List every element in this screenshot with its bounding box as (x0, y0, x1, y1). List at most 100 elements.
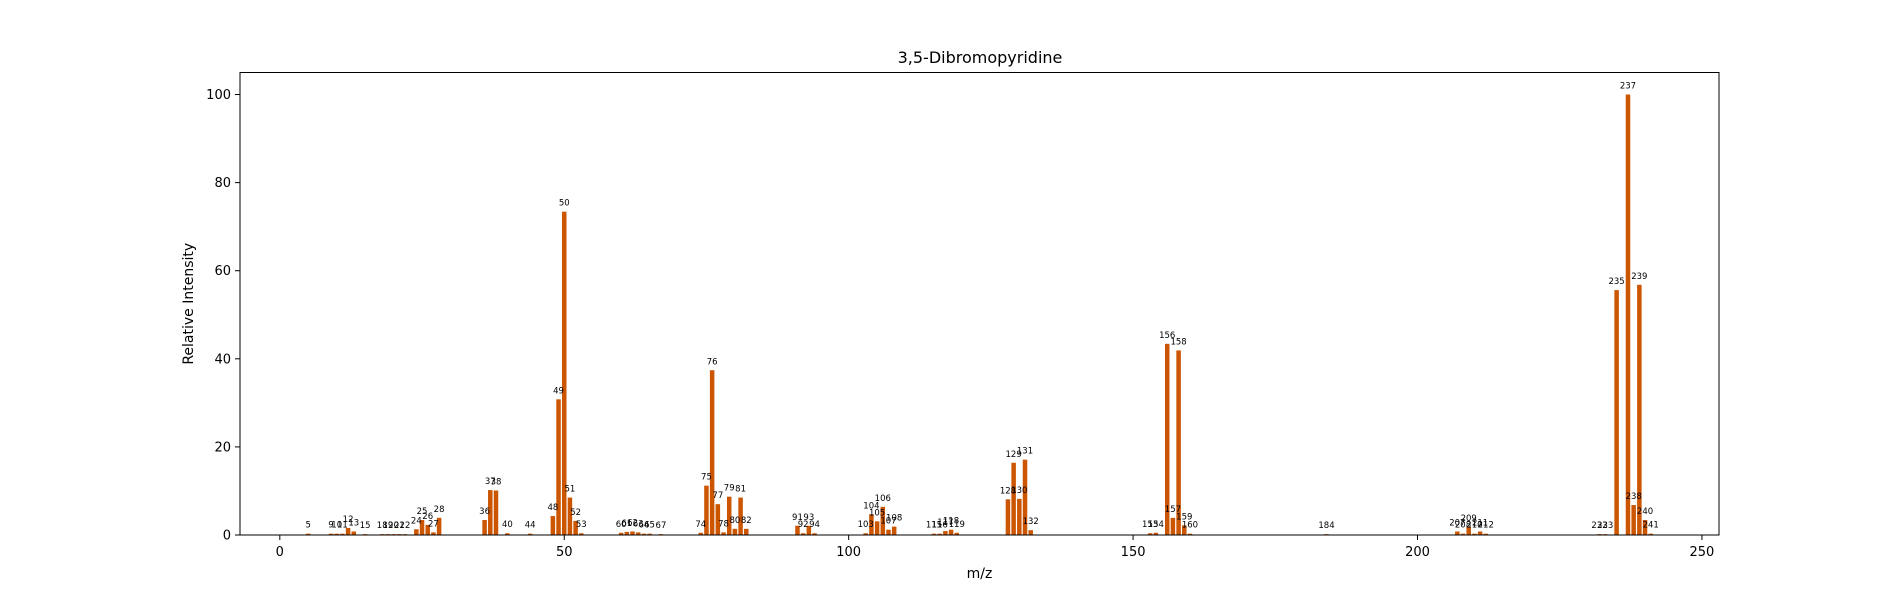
peak-label-mz-53: 53 (576, 520, 587, 530)
peak-label-mz-5: 5 (306, 521, 311, 531)
peak-label-mz-80: 80 (729, 516, 740, 526)
bar-mz-119 (954, 532, 959, 535)
peak-label-mz-63: 63 (633, 519, 644, 529)
bar-mz-9 (328, 533, 334, 535)
bar-mz-103 (863, 533, 868, 535)
peak-label-mz-20: 20 (388, 521, 399, 531)
peak-label-mz-119: 119 (949, 520, 965, 530)
peak-label-mz-18: 18 (377, 521, 388, 531)
peak-label-mz-37: 37 (485, 477, 496, 487)
bar-mz-52 (573, 520, 578, 535)
peak-label-mz-36: 36 (479, 507, 490, 517)
peak-label-mz-44: 44 (525, 521, 536, 531)
peak-label-mz-233: 233 (1597, 521, 1613, 531)
peak-label-mz-11: 11 (337, 521, 348, 531)
peak-label-mz-93: 93 (803, 513, 814, 523)
peak-label-mz-77: 77 (712, 491, 723, 501)
peak-label-mz-15: 15 (360, 521, 371, 531)
bar-mz-237 (1625, 94, 1631, 536)
peak-label-mz-239: 239 (1631, 272, 1647, 282)
bar-mz-210 (1472, 533, 1477, 535)
bar-mz-92 (800, 533, 806, 535)
peak-label-mz-81: 81 (735, 485, 746, 495)
peak-label-mz-49: 49 (553, 386, 564, 396)
bar-mz-76 (709, 370, 715, 535)
peak-label-mz-21: 21 (394, 521, 405, 531)
bar-mz-116 (937, 533, 942, 535)
peak-label-mz-91: 91 (792, 513, 803, 523)
bar-mz-241 (1648, 533, 1653, 535)
peak-label-mz-48: 48 (547, 503, 558, 513)
peak-label-mz-51: 51 (565, 485, 576, 495)
bar-mz-37 (488, 490, 493, 535)
peak-label-mz-159: 159 (1176, 512, 1192, 522)
peak-label-mz-238: 238 (1626, 492, 1642, 502)
bar-mz-160 (1187, 533, 1193, 535)
peak-label-mz-60: 60 (616, 520, 627, 530)
peak-label-mz-103: 103 (858, 520, 874, 530)
peak-label-mz-116: 116 (932, 521, 948, 531)
bar-mz-38 (493, 490, 499, 535)
peak-label-mz-160: 160 (1182, 521, 1198, 531)
peak-label-mz-76: 76 (707, 357, 718, 367)
peak-label-mz-117: 117 (937, 518, 953, 528)
peak-label-mz-232: 232 (1591, 521, 1607, 531)
peak-label-mz-105: 105 (869, 508, 885, 518)
x-axis-label: m/z (967, 566, 993, 582)
peak-label-mz-184: 184 (1318, 521, 1334, 531)
chart-title: 3,5-Dibromopyridine (898, 48, 1063, 67)
bar-mz-26 (425, 524, 430, 535)
peak-label-mz-62: 62 (627, 518, 638, 528)
peak-label-mz-212: 212 (1478, 521, 1494, 531)
bar-mz-11 (340, 533, 345, 535)
peak-label-mz-237: 237 (1620, 82, 1636, 92)
bar-mz-104 (869, 514, 874, 535)
peak-label-mz-25: 25 (417, 507, 428, 517)
peak-label-mz-104: 104 (863, 501, 879, 511)
plot-area-frame (239, 72, 1720, 536)
bar-mz-78 (721, 532, 726, 535)
bar-mz-5 (306, 533, 311, 535)
x-axis-ticks: 0 50 100 150 200 250 (276, 535, 1714, 560)
peak-label-mz-209: 209 (1461, 514, 1477, 524)
peak-label-mz-19: 19 (382, 521, 393, 531)
peak-label-mz-12: 12 (343, 515, 354, 525)
bar-mz-13 (351, 531, 357, 535)
peak-label-mz-108: 108 (886, 514, 902, 524)
bar-mz-48 (550, 516, 556, 535)
peak-label-mz-52: 52 (570, 508, 581, 518)
peak-label-mz-9: 9 (328, 521, 333, 531)
peak-label-mz-38: 38 (491, 478, 502, 488)
peak-label-mz-40: 40 (502, 520, 513, 530)
peak-label-mz-24: 24 (411, 516, 422, 526)
peak-label-mz-61: 61 (621, 519, 632, 529)
bar-mz-64 (641, 533, 647, 535)
bar-mz-53 (579, 533, 584, 535)
bar-mz-212 (1483, 533, 1489, 535)
peak-label-mz-208: 208 (1455, 521, 1471, 531)
bar-mz-94 (812, 533, 817, 535)
bar-mz-10 (334, 533, 339, 535)
bar-mz-132 (1028, 530, 1033, 535)
bar-mz-44 (527, 533, 533, 535)
peak-label-mz-82: 82 (741, 516, 752, 526)
bar-mz-106 (880, 506, 886, 535)
x-tick-label-150: 150 (1121, 545, 1146, 560)
y-axis-label: Relative Intensity (181, 243, 197, 365)
peak-label-mz-154: 154 (1148, 520, 1164, 530)
bar-mz-117 (943, 531, 948, 535)
peak-label-mz-74: 74 (695, 520, 706, 530)
bar-mz-50 (561, 211, 567, 535)
y-axis-ticks: 0 20 40 60 80 100 (206, 88, 240, 544)
bar-mz-75 (704, 485, 709, 535)
bar-mz-156 (1164, 343, 1170, 535)
peak-label-mz-106: 106 (875, 494, 891, 504)
peak-label-mz-210: 210 (1466, 521, 1482, 531)
peak-label-mz-27: 27 (428, 519, 439, 529)
bar-mz-63 (635, 532, 641, 535)
bar-mz-107 (886, 529, 891, 535)
y-tick-label-100: 100 (206, 88, 231, 103)
bar-mz-25 (419, 520, 425, 535)
